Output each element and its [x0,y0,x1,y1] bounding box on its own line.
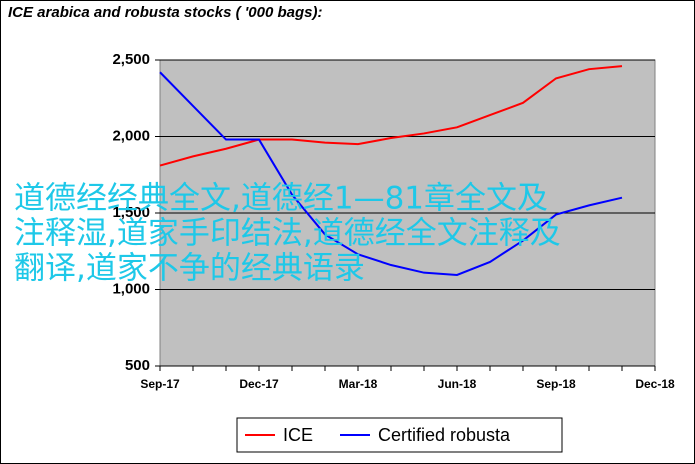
series-line [159,65,623,167]
x-tick-label: Sep-17 [140,377,180,391]
y-tick-label: 2,500 [112,51,150,68]
overlay-text: 翻译,道家不争的经典语录 [14,251,365,287]
legend-label: Certified robusta [378,425,511,445]
series-line [159,71,623,276]
x-tick-label: Dec-17 [239,377,279,391]
overlay-text: 道德经经典全文,道德经1—81章全文及 [14,181,548,217]
y-tick-label: 2,000 [112,127,150,144]
chart-title: ICE arabica and robusta stocks ( '000 ba… [8,4,323,21]
x-tick-label: Sep-18 [536,377,576,391]
x-tick-label: Jun-18 [438,377,477,391]
overlay-text: 注释湿,道家手印结法,道德经全文注释及 [14,216,561,252]
legend [236,417,563,453]
x-tick-label: Dec-18 [635,377,675,391]
legend-label: ICE [283,425,313,445]
y-tick-label: 500 [125,357,150,374]
y-tick-label: 1,000 [112,280,150,297]
x-tick-label: Mar-18 [339,377,378,391]
y-tick-label: 1,500 [112,204,150,221]
